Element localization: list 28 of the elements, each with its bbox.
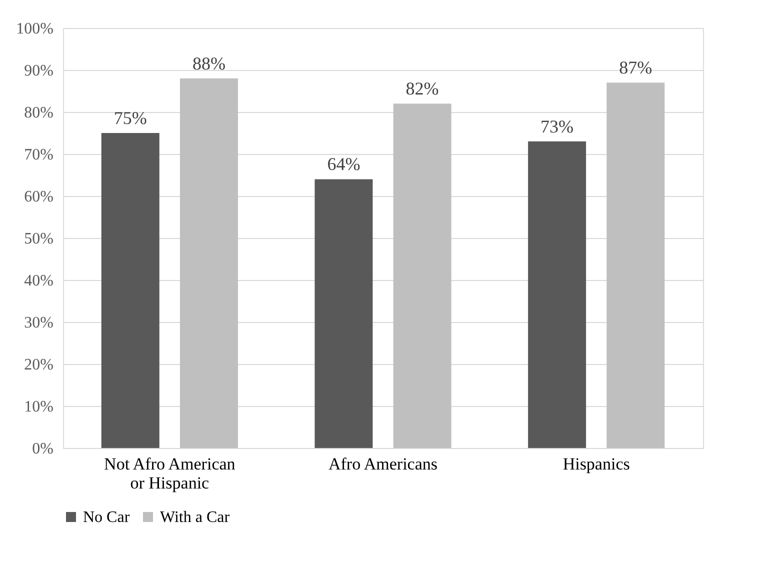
bar xyxy=(314,179,373,448)
bar xyxy=(528,141,586,448)
bar xyxy=(393,104,452,448)
y-tick-label: 100% xyxy=(16,20,54,38)
y-tick-label: 90% xyxy=(24,62,54,80)
y-tick-label: 50% xyxy=(24,230,54,248)
data-label: 64% xyxy=(327,154,360,174)
data-label: 87% xyxy=(619,58,652,78)
bar xyxy=(101,133,160,448)
y-tick-label: 30% xyxy=(24,314,54,332)
legend-label: With a Car xyxy=(160,509,230,526)
x-tick-label: Hispanics xyxy=(562,454,630,474)
data-label: 88% xyxy=(192,53,226,74)
data-label: 82% xyxy=(406,78,439,99)
data-label: 75% xyxy=(114,108,147,128)
y-tick-label: 40% xyxy=(24,272,54,290)
y-tick-label: 80% xyxy=(24,104,54,122)
y-tick-label: 10% xyxy=(24,398,54,416)
bar xyxy=(606,82,665,448)
y-tick-label: 20% xyxy=(24,356,54,374)
y-tick-label: 0% xyxy=(32,440,54,458)
y-tick-label: 60% xyxy=(24,188,54,206)
legend-label: No Car xyxy=(83,509,130,526)
y-tick-label: 70% xyxy=(24,146,54,164)
bar xyxy=(180,78,238,448)
x-tick-label: Not Afro American or Hispanic xyxy=(104,454,236,492)
data-label: 73% xyxy=(540,116,574,136)
x-tick-label: Afro Americans xyxy=(328,454,438,474)
